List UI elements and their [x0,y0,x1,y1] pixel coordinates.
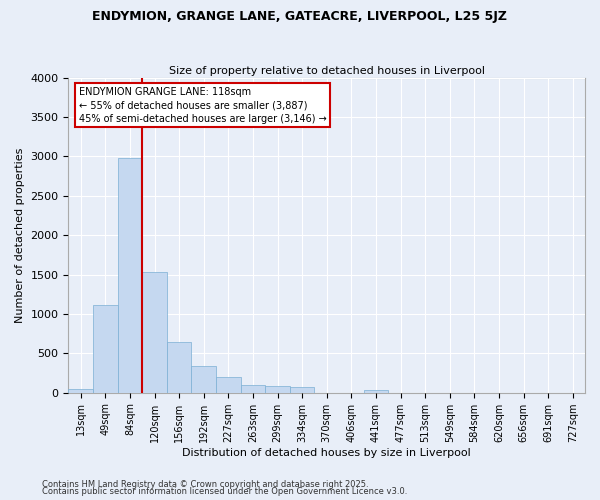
Bar [68,389,93,392]
Text: Contains HM Land Registry data © Crown copyright and database right 2025.: Contains HM Land Registry data © Crown c… [42,480,368,489]
X-axis label: Distribution of detached houses by size in Liverpool: Distribution of detached houses by size … [182,448,471,458]
Text: ENDYMION GRANGE LANE: 118sqm
← 55% of detached houses are smaller (3,887)
45% of: ENDYMION GRANGE LANE: 118sqm ← 55% of de… [79,87,326,124]
Bar [142,272,167,392]
Bar [216,377,241,392]
Title: Size of property relative to detached houses in Liverpool: Size of property relative to detached ho… [169,66,485,76]
Y-axis label: Number of detached properties: Number of detached properties [15,148,25,323]
Bar [167,342,191,392]
Bar [191,366,216,392]
Text: Contains public sector information licensed under the Open Government Licence v3: Contains public sector information licen… [42,487,407,496]
Text: ENDYMION, GRANGE LANE, GATEACRE, LIVERPOOL, L25 5JZ: ENDYMION, GRANGE LANE, GATEACRE, LIVERPO… [92,10,508,23]
Bar [241,385,265,392]
Bar [93,306,118,392]
Bar [290,387,314,392]
Bar [118,158,142,392]
Bar [364,390,388,392]
Bar [265,386,290,392]
